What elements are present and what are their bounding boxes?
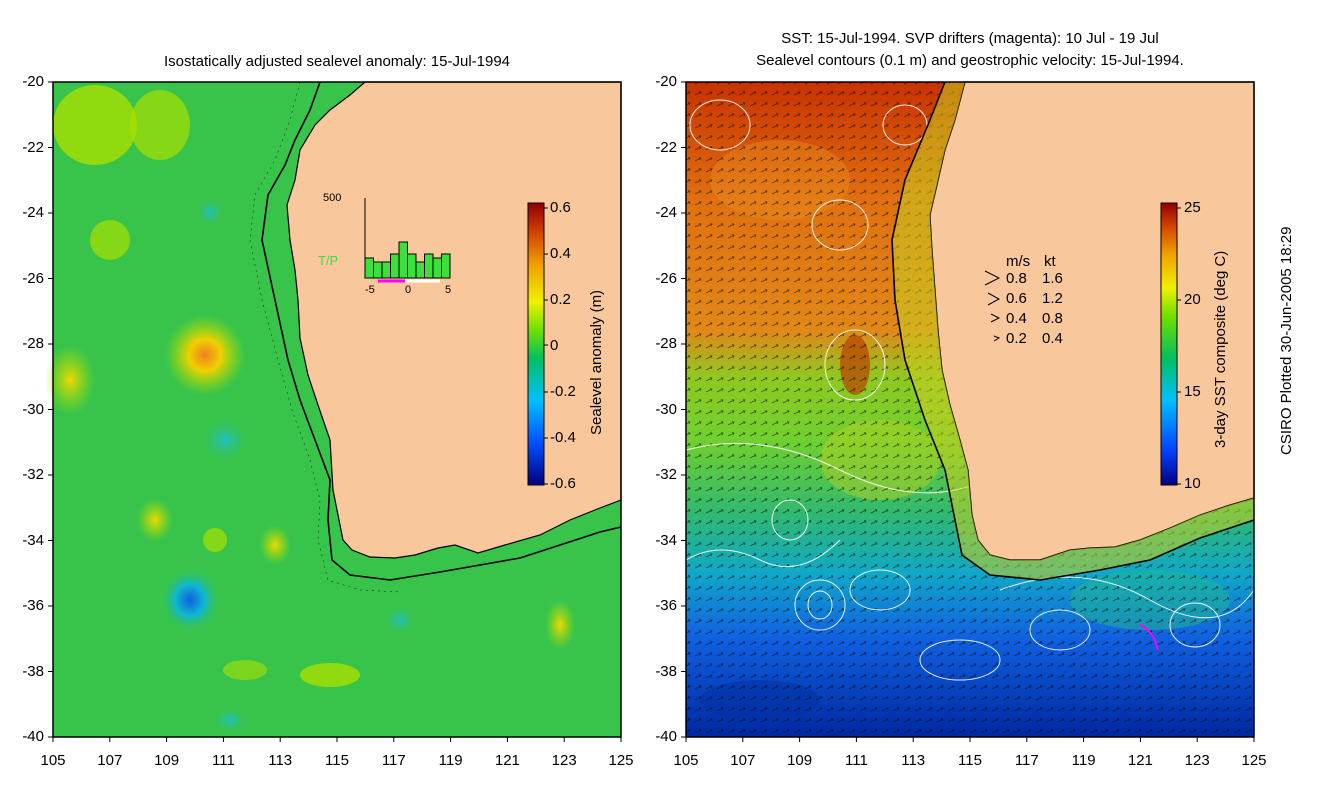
- right-xtick-label: 115: [958, 752, 982, 769]
- left-cb-tick-label: -0.4: [550, 429, 576, 446]
- velocity-legend-ms: 0.2: [1006, 330, 1027, 347]
- right-ytick-label: -32: [655, 466, 677, 483]
- left-cb-tick-label: 0.2: [550, 291, 571, 308]
- velocity-legend-header-kt: kt: [1044, 253, 1056, 270]
- right-xtick-label: 111: [844, 752, 868, 769]
- left-ytick-label: -34: [22, 531, 44, 549]
- velocity-legend-kt: 1.6: [1042, 270, 1063, 287]
- velocity-legend-header-ms: m/s: [1006, 253, 1031, 270]
- velocity-legend-ms: 0.4: [1006, 310, 1027, 327]
- right-ytick-label: -26: [655, 269, 677, 287]
- right-map-plot: [685, 81, 1255, 738]
- left-ytick-label: -38: [22, 662, 44, 680]
- histogram-bar: [398, 241, 408, 279]
- left-xtick-label: 113: [268, 752, 293, 769]
- track-histogram: [364, 198, 451, 283]
- right-ytick-label: -22: [655, 138, 677, 156]
- right-xtick-label: 121: [1127, 752, 1153, 769]
- left-ytick-label: -32: [22, 466, 44, 483]
- right-xtick-label: 117: [1014, 752, 1039, 769]
- hist-xtick-label: 5: [445, 284, 452, 296]
- right-ytick-label: -36: [655, 597, 677, 614]
- right-ytick-label: -24: [655, 204, 677, 221]
- left-ytick-label: -40: [22, 728, 44, 745]
- left-cb-tick-label: 0.4: [550, 245, 571, 262]
- left-map-title: Isostatically adjusted sealevel anomaly:…: [163, 53, 511, 70]
- right-xtick-label: 109: [787, 752, 813, 769]
- histogram-bar: [390, 253, 400, 279]
- histogram-bar: [381, 261, 391, 279]
- right-ytick-label: -30: [655, 400, 677, 418]
- right-xtick-label: 113: [901, 752, 926, 769]
- histogram-bar: [432, 257, 442, 279]
- velocity-legend-kt: 0.4: [1042, 330, 1063, 347]
- hist-xtick-label: 0: [405, 284, 412, 296]
- histogram-bar: [407, 253, 417, 279]
- right-xtick-label: 123: [1184, 752, 1210, 769]
- histogram-bar: [441, 253, 451, 279]
- right-ytick-label: -28: [655, 335, 677, 352]
- histogram-bar: [424, 253, 434, 279]
- left-ytick-label: -24: [22, 204, 44, 221]
- left-xtick-label: 105: [40, 752, 66, 769]
- right-colorbar-label: 3-day SST composite (deg C): [1212, 250, 1229, 448]
- right-cb-tick-label: 10: [1184, 475, 1201, 492]
- velocity-legend-kt: 0.8: [1042, 310, 1063, 327]
- velocity-legend-ms: 0.8: [1006, 270, 1027, 287]
- left-colorbar: [527, 202, 548, 486]
- plot-credit: CSIRO Plotted 30-Jun-2005 18:29: [1278, 226, 1295, 455]
- histogram-bar: [364, 257, 374, 279]
- left-xtick-label: 123: [551, 752, 577, 769]
- left-cb-tick-label: 0.6: [550, 199, 571, 216]
- right-xtick-label: 119: [1071, 752, 1096, 769]
- right-ytick-label: -34: [655, 531, 677, 549]
- left-xtick-label: 117: [381, 752, 406, 769]
- right-ytick-label: -40: [655, 728, 677, 745]
- left-cb-tick-label: -0.2: [550, 383, 576, 400]
- right-colorbar: [1160, 202, 1181, 486]
- left-cb-tick-label: -0.6: [550, 475, 576, 492]
- left-xtick-label: 125: [608, 752, 634, 769]
- right-xtick-label: 125: [1241, 752, 1267, 769]
- left-xtick-label: 119: [438, 752, 463, 769]
- right-xtick-label: 105: [673, 752, 699, 769]
- left-colorbar-label: Sealevel anomaly (m): [588, 289, 605, 435]
- left-xtick-label: 109: [154, 752, 180, 769]
- left-ytick-label: -26: [22, 269, 44, 287]
- left-ytick-label: -20: [22, 73, 44, 90]
- right-cb-tick-label: 20: [1184, 291, 1201, 308]
- right-map-title-line1: SST: 15-Jul-1994. SVP drifters (magenta)…: [781, 30, 1159, 47]
- left-ytick-label: -30: [22, 400, 44, 418]
- right-cb-tick-label: 25: [1184, 199, 1201, 216]
- velocity-legend-arrows: [984, 270, 1001, 342]
- left-ytick-label: -28: [22, 335, 44, 352]
- right-map-title-line2: Sealevel contours (0.1 m) and geostrophi…: [756, 52, 1184, 69]
- left-xtick-label: 107: [97, 752, 123, 769]
- left-ytick-label: -36: [22, 597, 44, 614]
- left-xtick-label: 115: [325, 752, 349, 769]
- velocity-legend-ms: 0.6: [1006, 290, 1027, 307]
- left-cb-tick-label: 0: [550, 337, 559, 354]
- left-xtick-label: 121: [494, 752, 520, 769]
- left-ytick-label: -22: [22, 138, 44, 156]
- right-cb-tick-label: 15: [1184, 383, 1201, 400]
- hist-xtick-label: -5: [365, 284, 375, 296]
- histogram-bar: [415, 261, 425, 279]
- velocity-legend-kt: 1.2: [1042, 290, 1063, 307]
- left-xtick-label: 111: [211, 752, 235, 769]
- histogram-y-top-label: 500: [323, 192, 342, 204]
- histogram-series-label: T/P: [318, 253, 339, 268]
- left-map-plot: [45, 81, 622, 738]
- right-xtick-label: 107: [730, 752, 756, 769]
- histogram-bar: [373, 261, 383, 279]
- right-ytick-label: -20: [655, 73, 677, 90]
- right-ytick-label: -38: [655, 662, 677, 680]
